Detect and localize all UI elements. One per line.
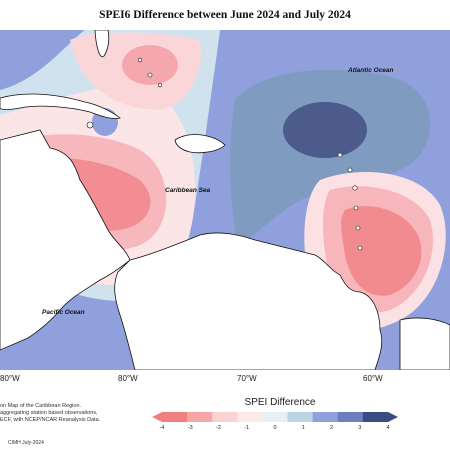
longitude-label-60w: 60°W — [363, 374, 383, 383]
legend-tick-label: -3 — [187, 425, 193, 431]
legend-swatch — [287, 412, 314, 422]
legend-tick-label: 2 — [329, 425, 334, 431]
legend-swatch — [212, 412, 238, 422]
map-dark-blue-core — [283, 102, 367, 158]
legend-tick-label: -2 — [216, 425, 221, 431]
legend-tick-label: 0 — [273, 425, 277, 431]
land-hispaniola — [174, 134, 226, 154]
legend-arrow-left — [152, 412, 162, 422]
description-line-3: ECF, with NCEP/NCAR Reanalysis Data. — [0, 417, 101, 424]
map-land — [0, 30, 450, 370]
legend-swatch — [262, 412, 289, 422]
legend-swatch — [362, 412, 389, 422]
land-south-america — [114, 232, 383, 370]
legend-tick-label: -1 — [244, 425, 250, 431]
legend-swatch — [162, 412, 188, 422]
map-description: on Map of the Caribbean Region. aggregat… — [0, 403, 110, 425]
map-title: SPEI6 Difference between June 2024 and J… — [99, 9, 351, 21]
credit-text: CIMH July-2024 — [8, 440, 44, 446]
description-line-1: on Map of the Caribbean Region. — [0, 403, 82, 409]
legend-colorbar — [152, 412, 398, 422]
land-florida — [94, 30, 110, 58]
map-red-east — [341, 206, 422, 296]
map-islands — [86, 57, 363, 251]
land-guianas — [399, 317, 450, 370]
legend-tick-label: 3 — [358, 425, 362, 431]
land-cuba — [0, 93, 121, 119]
label-pacific-ocean: Pacific Ocean — [42, 309, 85, 316]
legend-tick-label: -4 — [159, 425, 165, 431]
legend-arrow-right — [388, 412, 398, 422]
legend-swatch — [312, 412, 339, 422]
longitude-label-70w: 70°W — [237, 374, 257, 383]
label-atlantic-ocean: Atlantic Ocean — [347, 67, 394, 74]
longitude-label-80w: 80°W — [118, 374, 138, 383]
spei-difference-map: Atlantic Ocean Caribbean Sea Pacific Oce… — [0, 30, 450, 370]
longitude-label-far-west: 80°W — [0, 374, 20, 383]
description-line-2: aggregating station based observations, — [0, 410, 98, 417]
legend-tick-label: 1 — [301, 425, 305, 431]
legend-tick-label: 4 — [386, 425, 390, 431]
map-red-north — [122, 45, 178, 85]
legend-swatch — [187, 412, 213, 422]
legend-swatch — [237, 412, 263, 422]
legend-title: SPEI Difference — [244, 397, 316, 408]
legend-swatch — [337, 412, 364, 422]
label-caribbean-sea: Caribbean Sea — [165, 187, 211, 194]
